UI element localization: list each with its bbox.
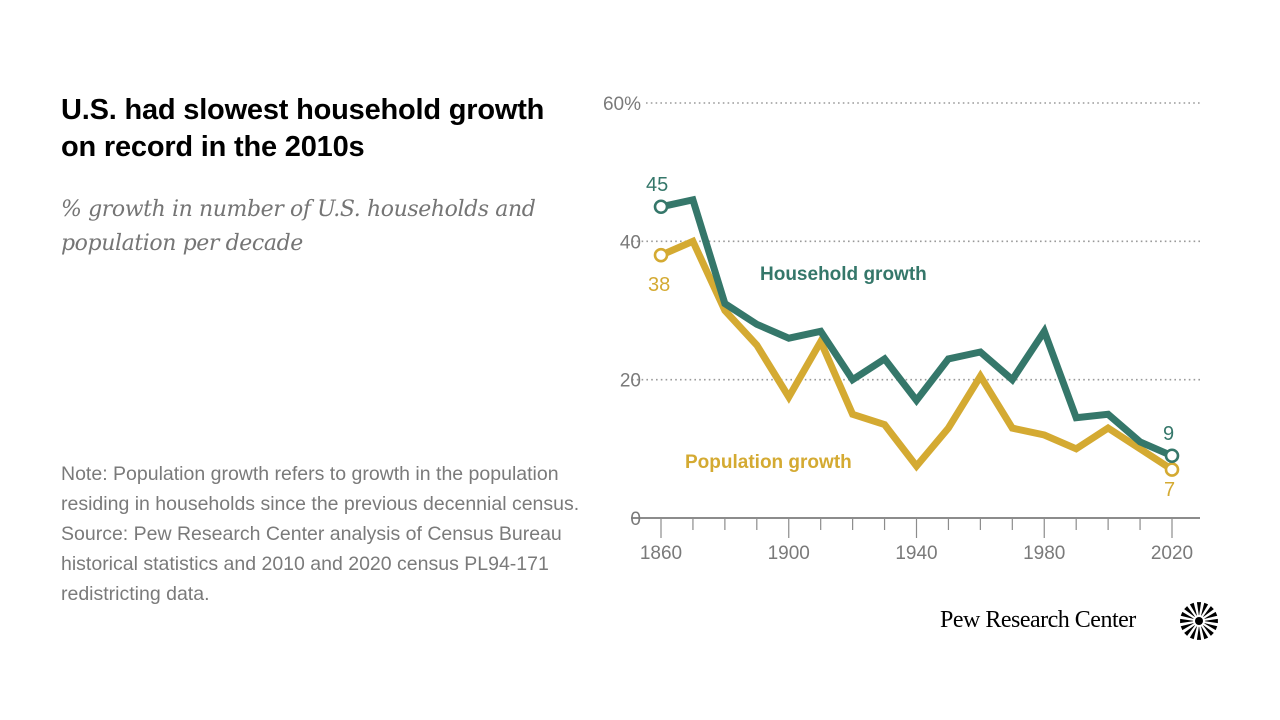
data-point-population-2020 <box>1164 462 1180 477</box>
logo-ray <box>1196 627 1202 640</box>
data-labels: Household growth Population growth 45 38… <box>646 174 1175 501</box>
logo-ray <box>1189 602 1197 616</box>
logo-ray <box>1184 606 1195 617</box>
y-tick-label-20: 20 <box>620 371 641 392</box>
x-tick-label-1940: 1940 <box>895 543 937 564</box>
sunburst-logo-icon <box>1180 602 1218 640</box>
household-end-value-label: 9 <box>1163 423 1174 445</box>
data-point-household-2020 <box>1164 448 1180 464</box>
population-start-value-label: 38 <box>648 274 670 296</box>
chart-notes: Note: Population growth refers to growth… <box>61 459 581 609</box>
series-line-population <box>659 236 1174 473</box>
logo-ray <box>1203 606 1214 617</box>
logo-ray <box>1196 602 1202 615</box>
logo-ray <box>1180 618 1193 624</box>
data-point-population-1860 <box>653 247 669 263</box>
source-text: Source: Pew Research Center analysis of … <box>61 523 562 605</box>
x-tick-label-1900: 1900 <box>768 543 810 564</box>
y-axis-labels: 0 20 40 60% <box>603 94 641 530</box>
logo-ray <box>1201 602 1209 616</box>
y-tick-label-60: 60% <box>603 94 641 115</box>
x-tick-label-1860: 1860 <box>640 543 682 564</box>
logo-ray <box>1205 618 1218 624</box>
x-tick-label-2020: 2020 <box>1151 543 1193 564</box>
logo-ray <box>1180 611 1194 619</box>
logo-ray <box>1189 626 1197 640</box>
chart-subtitle: % growth in number of U.S. households an… <box>61 197 536 256</box>
series-lines <box>653 195 1180 477</box>
household-start-value-label: 45 <box>646 174 668 196</box>
logo-center <box>1195 617 1203 625</box>
logo-ray <box>1204 623 1218 631</box>
logo-ray <box>1203 625 1214 636</box>
legend-population-growth: Population growth <box>685 452 852 473</box>
logo-ray <box>1201 626 1209 640</box>
y-tick-label-40: 40 <box>620 232 641 253</box>
brand-name: Pew Research Center <box>940 607 1136 633</box>
population-end-value-label: 7 <box>1164 479 1175 501</box>
data-point-household-1860 <box>653 199 669 215</box>
note-text: Note: Population growth refers to growth… <box>61 463 580 515</box>
chart-title: U.S. had slowest household growth on rec… <box>61 94 545 163</box>
logo-rays <box>1180 602 1218 640</box>
x-axis: 1860 1900 1940 1980 2020 <box>631 517 1200 564</box>
logo-ray <box>1184 625 1195 636</box>
series-line-household <box>660 195 1174 460</box>
legend-household-growth: Household growth <box>760 264 927 285</box>
y-tick-label-0: 0 <box>630 509 641 530</box>
x-tick-label-1980: 1980 <box>1023 543 1065 564</box>
logo-ray <box>1180 623 1194 631</box>
logo-ray <box>1204 611 1218 619</box>
gridlines <box>632 102 1200 381</box>
